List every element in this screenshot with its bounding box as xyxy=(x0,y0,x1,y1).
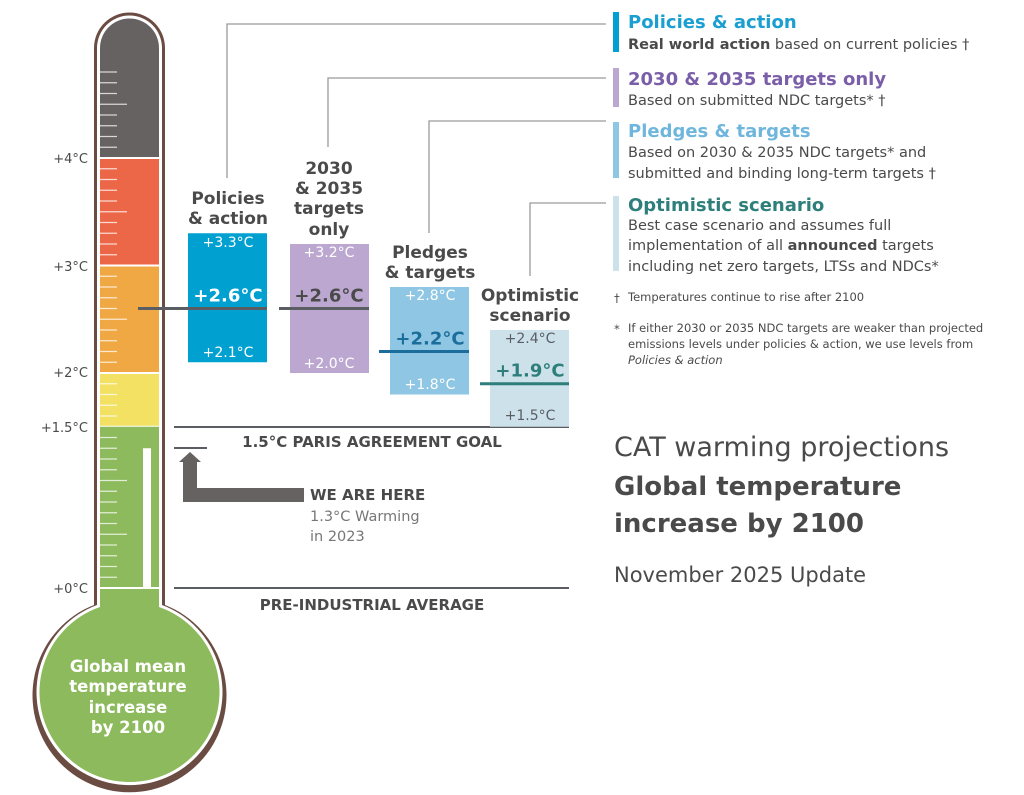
legend-desc-optimistic: Best case scenario and assumes full xyxy=(628,218,891,234)
thermometer-label: Global mean temperature increase by 2100 xyxy=(69,657,187,737)
low-value: +1.5°C xyxy=(505,408,556,424)
thermometer-band xyxy=(100,374,159,426)
thermometer-bulb xyxy=(39,589,220,783)
axis-labels: +0°C +1.5°C +2°C +3°C +4°C xyxy=(41,152,88,597)
low-value: +2.0°C xyxy=(304,356,355,372)
footnote-star-mark: * xyxy=(614,322,620,336)
reference-lines: 1.5°C PARIS AGREEMENT GOAL PRE-INDUSTRIA… xyxy=(174,426,569,614)
footnote-dagger: Temperatures continue to rise after 2100 xyxy=(627,290,864,304)
median-value: +2.2°C xyxy=(395,329,464,350)
axis-tick-label: +0°C xyxy=(53,582,88,597)
scenario-label-targets-only: 2030 xyxy=(305,159,352,179)
legend-swatch-pledges xyxy=(613,122,619,178)
legend-desc-text: implementation of all xyxy=(628,238,788,254)
thermometer xyxy=(32,12,227,793)
legend-swatch-targets-only xyxy=(613,68,619,107)
footnote-dagger-mark: † xyxy=(614,291,620,305)
chart-subtitle-line: increase by 2100 xyxy=(614,509,864,539)
median-value: +2.6°C xyxy=(294,286,363,307)
axis-tick-label: +3°C xyxy=(53,260,88,275)
current-warming-column xyxy=(143,448,151,588)
high-value: +2.8°C xyxy=(405,288,456,304)
chart-title: CAT warming projections xyxy=(614,432,949,463)
pre-industrial-label: PRE-INDUSTRIAL AVERAGE xyxy=(260,596,485,614)
paris-goal-label: 1.5°C PARIS AGREEMENT GOAL xyxy=(242,433,502,451)
scenario-label-targets-only: only xyxy=(309,220,350,240)
footnote-star: If either 2030 or 2035 NDC targets are w… xyxy=(628,321,983,335)
legend-title-pledges: Pledges & targets xyxy=(628,121,811,142)
footnotes: † Temperatures continue to rise after 21… xyxy=(614,290,983,367)
high-value: +3.3°C xyxy=(203,235,254,251)
connector-targets-only xyxy=(327,77,606,147)
legend-desc-text: based on current policies † xyxy=(770,37,969,53)
scenario-range-bar xyxy=(390,287,469,395)
we-are-here-annotation: WE ARE HERE 1.3°C Warming in 2023 xyxy=(174,447,425,545)
scenario-label-policies: & action xyxy=(188,209,268,229)
thermometer-label-line: Global mean xyxy=(70,657,186,676)
thermometer-label-line: by 2100 xyxy=(91,718,165,737)
scenario-label-targets-only: targets xyxy=(294,199,364,219)
legend-desc-policies: Real world action based on current polic… xyxy=(628,37,969,53)
legend-desc-optimistic: implementation of all announced targets xyxy=(628,238,934,254)
median-value: +1.9°C xyxy=(495,361,564,382)
we-are-here-line: 1.3°C Warming xyxy=(310,509,420,525)
connector-lines xyxy=(226,23,606,276)
footnote-star: emissions levels under policies & action… xyxy=(628,337,973,351)
low-value: +1.8°C xyxy=(405,377,456,393)
legend-desc-optimistic: including net zero targets, LTSs and NDC… xyxy=(628,259,939,275)
low-value: +2.1°C xyxy=(203,345,254,361)
axis-tick-label: +1.5°C xyxy=(41,421,88,436)
legend-desc-pledges: submitted and binding long-term targets … xyxy=(628,166,936,182)
scenario-label-pledges: & targets xyxy=(385,263,476,283)
high-value: +3.2°C xyxy=(304,245,355,261)
thermometer-label-line: temperature xyxy=(69,677,187,696)
scenario-bars xyxy=(138,233,569,427)
arrow-up-icon xyxy=(179,452,304,502)
high-value: +2.4°C xyxy=(505,331,556,347)
median-value: +2.6°C xyxy=(193,286,262,307)
scenario-label-pledges: Pledges xyxy=(392,243,468,263)
title-block: CAT warming projections Global temperatu… xyxy=(614,432,949,587)
axis-tick-label: +2°C xyxy=(53,366,88,381)
scenario-range-bar xyxy=(188,233,267,363)
legend-swatch-policies xyxy=(613,12,619,52)
connector-optimistic xyxy=(529,202,606,276)
scenario-label-policies: Policies xyxy=(191,189,264,209)
we-are-here-title: WE ARE HERE xyxy=(310,486,425,504)
legend: Policies & action Real world action base… xyxy=(613,12,969,275)
legend-title-policies: Policies & action xyxy=(628,12,797,33)
scenario-values: +3.3°C +2.6°C +2.1°C +3.2°C +2.6°C +2.0°… xyxy=(193,235,564,424)
legend-title-optimistic: Optimistic scenario xyxy=(628,195,824,216)
thermometer-band xyxy=(100,18,159,157)
footnote-star: Policies & action xyxy=(628,353,723,367)
legend-desc-bold: Real world action xyxy=(628,37,770,53)
legend-desc-text: targets xyxy=(878,238,934,254)
scenario-range-bar xyxy=(490,330,569,427)
legend-desc-pledges: Based on 2030 & 2035 NDC targets* and xyxy=(628,145,926,161)
we-are-here-line: in 2023 xyxy=(310,529,365,545)
thermometer-label-line: increase xyxy=(89,698,168,717)
scenario-labels: Policies & action 2030 & 2035 targets on… xyxy=(188,159,579,326)
legend-swatch-optimistic xyxy=(613,196,619,271)
chart-date: November 2025 Update xyxy=(614,563,866,587)
legend-title-targets-only: 2030 & 2035 targets only xyxy=(628,69,886,90)
scenario-label-optimistic: scenario xyxy=(489,306,570,326)
scenario-label-targets-only: & 2035 xyxy=(295,179,363,199)
axis-tick-label: +4°C xyxy=(53,152,88,167)
scenario-label-optimistic: Optimistic xyxy=(481,286,579,306)
connector-pledges xyxy=(428,120,606,233)
connector-policies xyxy=(226,23,606,178)
legend-desc-targets-only: Based on submitted NDC targets* † xyxy=(628,93,886,109)
chart-subtitle-line: Global temperature xyxy=(614,472,901,502)
legend-desc-bold: announced xyxy=(788,238,878,254)
